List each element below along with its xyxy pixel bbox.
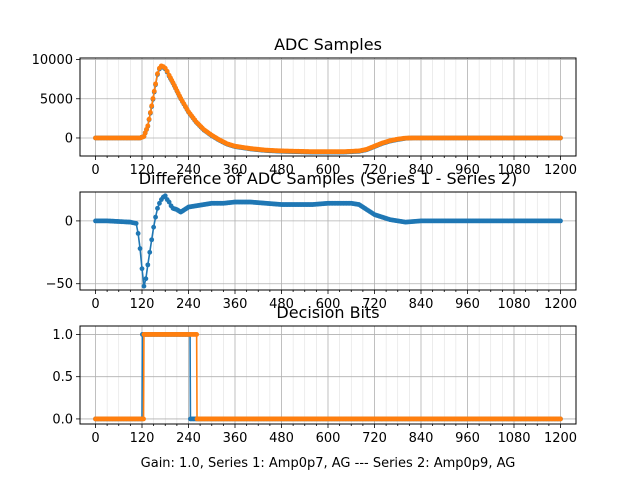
x-tick-label: 960 [455,163,480,178]
y-tick-label: 0.5 [52,370,73,385]
data-layer [93,332,563,422]
x-tick-label: 240 [176,163,201,178]
x-tick-label: 480 [269,297,294,312]
x-tick-label: 720 [362,163,387,178]
x-tick-label: 120 [130,431,155,446]
series-1-point [139,266,145,272]
x-tick-label: 240 [176,297,201,312]
series-1-point [153,214,158,220]
adc-samples-panel: 0 120 240 360 480 600 720 840 960 1080 1200 0 5000 10… [32,35,577,178]
series-2-point [164,68,170,74]
x-tick-label: 1080 [497,431,530,446]
series-2-point [558,135,563,141]
x-tick-label: 720 [362,431,387,446]
x-tick-label: 840 [409,163,434,178]
x-tick-label: 0 [91,163,99,178]
series-2-point [149,103,155,109]
y-tick-label: 0.0 [52,412,73,427]
x-tick-label: 1080 [497,297,530,312]
series-1-point [147,249,153,255]
data-layer [93,193,563,289]
series-1-point [162,193,168,199]
decision-bits-panel: 0 120 240 360 480 600 720 840 960 1080 1200 0.0 0.5 1… [52,303,577,446]
x-tick-label: 240 [176,431,201,446]
series-2-point [145,123,151,129]
series-1-point [137,246,143,251]
series-2-point [194,332,200,337]
y-tick-label: 0 [65,131,73,146]
data-layer [93,63,563,155]
x-tick-label: 960 [455,297,480,312]
y-tick-label: 10000 [32,53,73,68]
series-2-point [155,71,160,77]
series-1-point [133,221,139,226]
series-1-point [135,231,141,236]
series-2-point [150,96,156,101]
x-tick-label: 960 [455,431,480,446]
x-tick-label: 1200 [544,431,577,446]
x-tick-label: 1200 [544,297,577,312]
series-1-point [166,199,172,205]
x-tick-label: 840 [409,297,434,312]
y-tick-label: 0 [65,214,73,229]
series-2-point [151,88,157,94]
series-2-point [141,416,146,422]
panel-title: Decision Bits [276,303,379,322]
x-tick-label: 0 [91,431,99,446]
x-tick-label: 1080 [497,163,530,178]
panel-title: Difference of ADC Samples (Series 1 - Se… [139,169,517,188]
y-tick-label: −50 [46,277,73,292]
series-2-point [147,110,153,115]
series-1-point [151,224,157,230]
x-tick-label: 840 [409,431,434,446]
axes-frame [79,191,577,291]
x-tick-label: 600 [316,431,341,446]
x-tick-label: 120 [130,163,155,178]
panel-title: ADC Samples [274,35,382,54]
axes-frame [79,325,577,425]
x-tick-label: 360 [223,431,248,446]
series-1-point [157,200,162,206]
x-tick-label: 480 [269,163,294,178]
axes-frame [79,57,577,157]
figure-xlabel: Gain: 1.0, Series 1: Amp0p7, AG --- Seri… [141,456,516,471]
y-tick-label: 1.0 [52,328,73,343]
series-1-point [558,218,563,224]
x-tick-label: 1200 [544,163,577,178]
x-tick-label: 720 [362,297,387,312]
x-tick-label: 600 [316,163,341,178]
series-1-point [149,237,155,243]
difference-panel: 0 120 240 360 480 600 720 840 960 1080 1200 −50 0 Dif… [46,169,577,312]
series-1-point [145,262,151,268]
series-1-point [141,283,147,289]
x-tick-label: 480 [269,431,294,446]
series-2-point [146,116,152,122]
x-tick-label: 0 [91,297,99,312]
x-tick-label: 360 [223,163,248,178]
series-1-point [155,205,160,211]
y-tick-label: 5000 [40,92,73,107]
series-2-point [558,416,563,422]
x-tick-label: 120 [130,297,155,312]
series-2-point [153,81,158,87]
x-tick-label: 600 [316,297,341,312]
series-1-point [143,276,149,282]
x-tick-label: 360 [223,297,248,312]
